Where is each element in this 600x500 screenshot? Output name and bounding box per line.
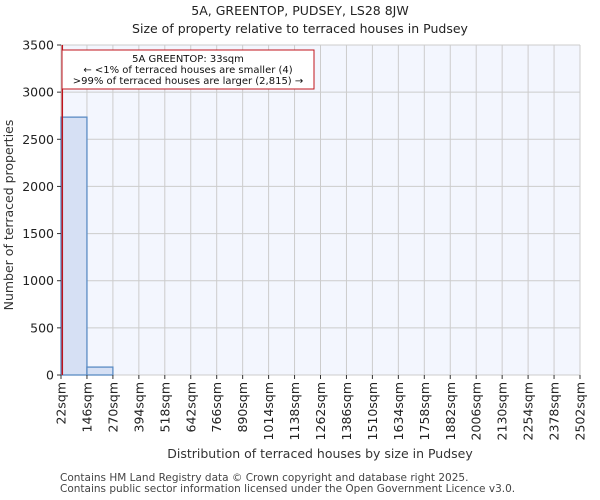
- y-tick-label: 3500: [22, 38, 54, 53]
- annotation-box: 5A GREENTOP: 33sqm ← <1% of terraced hou…: [61, 49, 315, 90]
- x-tick-label: 2378sqm: [547, 382, 562, 440]
- histogram-bar: [60, 116, 88, 376]
- y-axis-label: Number of terraced properties: [1, 120, 16, 311]
- x-tick-label: 394sqm: [131, 382, 146, 432]
- x-tick-label: 1882sqm: [443, 382, 458, 440]
- y-tick-label: 0: [46, 368, 54, 383]
- y-tick-label: 2500: [22, 132, 54, 147]
- x-tick-label: 1386sqm: [339, 382, 354, 440]
- x-tick-label: 146sqm: [79, 382, 94, 432]
- y-axis-ticks: 0 500 1000 1500 2000 2500 3000 3500: [22, 38, 61, 383]
- x-tick-label: 1758sqm: [417, 382, 432, 440]
- y-tick-label: 1000: [22, 273, 54, 288]
- x-tick-label: 1138sqm: [287, 382, 302, 440]
- x-axis-label: Distribution of terraced houses by size …: [167, 446, 473, 461]
- y-tick-label: 1500: [22, 226, 54, 241]
- histogram-bar: [86, 366, 114, 376]
- y-tick-label: 3000: [22, 85, 54, 100]
- x-tick-label: 270sqm: [105, 382, 120, 432]
- annotation-line-2: ← <1% of terraced houses are smaller (4): [83, 65, 292, 76]
- x-tick-label: 1510sqm: [365, 382, 380, 440]
- footer-licence: Contains public sector information licen…: [60, 483, 516, 495]
- annotation-line-3: >99% of terraced houses are larger (2,81…: [73, 76, 304, 87]
- x-tick-label: 2502sqm: [573, 382, 588, 440]
- x-tick-label: 2130sqm: [495, 382, 510, 440]
- x-tick-label: 518sqm: [157, 382, 172, 432]
- x-tick-label: 2254sqm: [521, 382, 536, 440]
- chart-title: 5A, GREENTOP, PUDSEY, LS28 8JW: [191, 3, 409, 18]
- x-tick-label: 642sqm: [183, 382, 198, 432]
- bars: [60, 116, 114, 376]
- x-tick-label: 1014sqm: [261, 382, 276, 440]
- x-tick-label: 766sqm: [209, 382, 224, 432]
- chart-subtitle: Size of property relative to terraced ho…: [132, 21, 468, 36]
- x-tick-label: 890sqm: [235, 382, 250, 432]
- x-axis-ticks: 22sqm 146sqm 270sqm 394sqm 518sqm 642sqm 766sq…: [54, 375, 588, 440]
- x-tick-label: 1262sqm: [313, 382, 328, 440]
- annotation-line-1: 5A GREENTOP: 33sqm: [132, 54, 244, 65]
- footer-copyright: Contains HM Land Registry data © Crown c…: [60, 472, 469, 484]
- x-tick-label: 22sqm: [54, 382, 69, 425]
- x-tick-label: 2006sqm: [469, 382, 484, 440]
- y-tick-label: 500: [30, 320, 54, 335]
- gridlines: [60, 44, 581, 376]
- y-tick-label: 2000: [22, 179, 54, 194]
- x-tick-label: 1634sqm: [391, 382, 406, 440]
